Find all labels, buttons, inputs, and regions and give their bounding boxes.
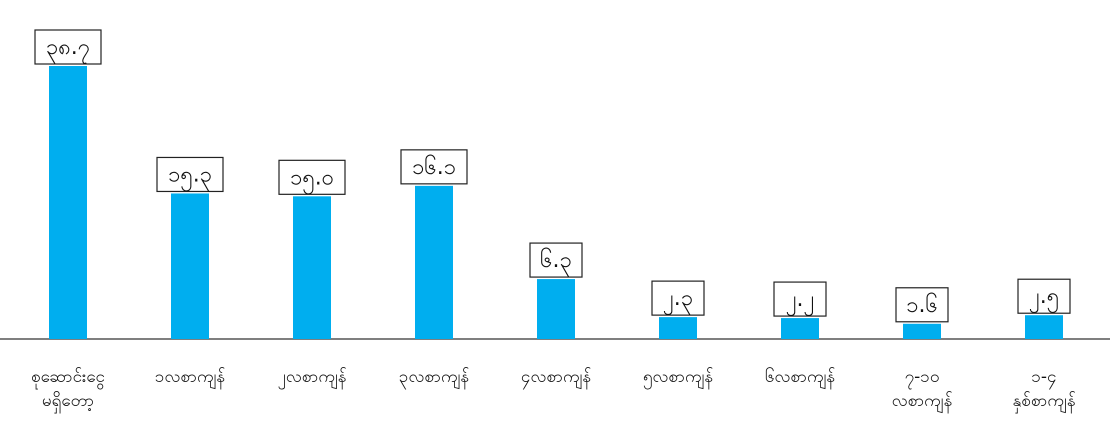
bar bbox=[49, 66, 87, 339]
data-label: ၁၅.၃ bbox=[168, 162, 212, 191]
data-label: ၁၆.၁ bbox=[412, 154, 456, 180]
x-tick-label: မရှိတော့ bbox=[42, 391, 94, 414]
data-label-box bbox=[1017, 278, 1071, 314]
x-tick-label: စုဆောင်းငွေ bbox=[31, 367, 105, 390]
x-tick-label: ၂လစာကျန် bbox=[278, 367, 347, 390]
data-label-box bbox=[34, 29, 102, 65]
bar bbox=[903, 323, 941, 339]
data-label-box bbox=[529, 242, 583, 278]
bar bbox=[659, 317, 697, 339]
x-tick-label: ၁-၄ bbox=[1031, 367, 1056, 390]
x-tick-label: လစာကျန် bbox=[892, 391, 953, 414]
x-tick-label: ၇-၁၀ bbox=[905, 367, 940, 390]
data-label: ၂.၂ bbox=[786, 287, 815, 316]
data-label: ၂.၃ bbox=[663, 286, 693, 315]
data-label: ၁.၆ bbox=[906, 292, 938, 318]
data-label-box bbox=[895, 287, 949, 323]
bar bbox=[1025, 315, 1063, 339]
data-label: ၂.၅ bbox=[1029, 284, 1059, 313]
bar bbox=[293, 196, 331, 339]
bar bbox=[171, 193, 209, 339]
data-label: ၁၅.၀ bbox=[290, 165, 334, 194]
data-label-box bbox=[651, 280, 705, 316]
bar bbox=[781, 318, 819, 339]
x-tick-label: ၆လစာကျန် bbox=[765, 366, 835, 390]
x-tick-label: နှစ်စာကျန် bbox=[1012, 391, 1075, 414]
data-label-box bbox=[773, 281, 827, 317]
x-tick-label: ၁လစာကျန် bbox=[155, 367, 225, 390]
x-tick-label: ၄လစာကျန် bbox=[521, 367, 591, 390]
data-label: ၃၈.၇ bbox=[46, 35, 90, 64]
bars-group bbox=[49, 66, 1063, 339]
data-label-box bbox=[156, 156, 224, 193]
bar bbox=[537, 279, 575, 339]
bar bbox=[415, 185, 453, 339]
x-tick-label: ၃လစာကျန် bbox=[399, 367, 469, 390]
data-label: ၆.၃ bbox=[540, 247, 572, 277]
data-label-box bbox=[400, 149, 468, 185]
x-tick-labels-group: စုဆောင်းငွေမရှိတော့ ၁လစာကျန် ၂လစာကျန် ၃လစာက… bbox=[31, 366, 1076, 414]
x-tick-label: ၅လစာကျန် bbox=[643, 367, 713, 390]
value-labels-group: ၃၈.၇၁၅.၃ ၁၅.၀ ၁၆.၁၆.၃၂.၃ ၂.၂ ၁.၆ ၂.၅ bbox=[34, 29, 1071, 323]
data-label-box bbox=[278, 159, 346, 195]
